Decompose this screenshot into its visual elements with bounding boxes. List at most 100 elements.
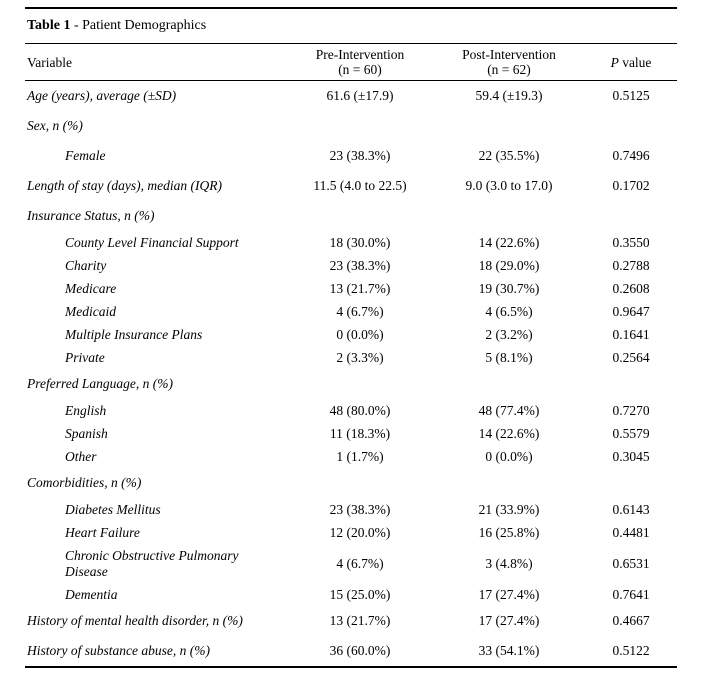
table-body: Age (years), average (±SD) 61.6 (±17.9) 59…: [25, 81, 677, 668]
variable-label: Chronic Obstructive Pulmonary Disease: [65, 547, 239, 579]
variable-label: English: [65, 402, 107, 418]
post-intervention-value: 19 (30.7%): [478, 280, 540, 296]
document-page: Table 1 - Patient Demographics Variable …: [25, 7, 678, 668]
pre-intervention-value: 4 (6.7%): [336, 303, 384, 319]
table-row: Dementia 15 (25.0%) 17 (27.4%) 0.7641: [25, 583, 677, 606]
table-row: Sex, n (%): [25, 111, 677, 141]
pre-intervention-value: 36 (60.0%): [329, 643, 391, 658]
p-value: 0.1702: [612, 178, 650, 193]
post-intervention-label: Post-Intervention: [462, 47, 556, 62]
table-row: County Level Financial Support 18 (30.0%)…: [25, 231, 677, 254]
column-header-p-value: P value: [585, 43, 678, 81]
table-caption: Table 1 - Patient Demographics: [25, 8, 678, 44]
variable-label: Diabetes Mellitus: [65, 501, 161, 517]
pre-intervention-value: 18 (30.0%): [329, 234, 391, 250]
p-value: 0.3550: [612, 234, 650, 250]
post-intervention-value: [433, 468, 585, 498]
table-row: Multiple Insurance Plans 0 (0.0%) 2 (3.2%)…: [25, 323, 677, 346]
variable-label: Medicaid: [65, 303, 116, 319]
variable-label: Heart Failure: [65, 524, 140, 540]
post-intervention-value: 14 (22.6%): [478, 425, 540, 441]
table-row: Chronic Obstructive Pulmonary Disease 4 (…: [25, 544, 677, 583]
table-row: Diabetes Mellitus 23 (38.3%) 21 (33.9%) 0.6…: [25, 498, 677, 521]
post-intervention-value: 4 (6.5%): [485, 303, 533, 319]
pre-intervention-value: 12 (20.0%): [329, 524, 391, 540]
pre-intervention-value: 13 (21.7%): [329, 613, 391, 628]
table-row: Length of stay (days), median (IQR) 11.5 …: [25, 171, 677, 201]
post-intervention-value: 2 (3.2%): [485, 326, 533, 342]
p-value: 0.4481: [612, 524, 650, 540]
variable-label: History of substance abuse, n (%): [27, 643, 210, 658]
table-row: History of substance abuse, n (%) 36 (60.…: [25, 636, 677, 667]
pre-intervention-value: 61.6 (±17.9): [326, 88, 394, 103]
variable-label: Length of stay (days), median (IQR): [27, 178, 222, 193]
variable-label: Private: [65, 349, 105, 365]
p-value: 0.5125: [612, 88, 650, 103]
pre-intervention-value: 11.5 (4.0 to 22.5): [313, 178, 407, 193]
post-intervention-value: 17 (27.4%): [478, 586, 540, 602]
table-row: Preferred Language, n (%): [25, 369, 677, 399]
p-value: [585, 111, 677, 141]
p-value: 0.6143: [612, 501, 650, 517]
p-value: 0.7496: [612, 148, 650, 163]
pre-intervention-value: [287, 468, 433, 498]
variable-label: Dementia: [65, 586, 118, 602]
p-value: 0.6531: [612, 555, 650, 571]
variable-label: History of mental health disorder, n (%): [27, 613, 243, 628]
p-value: 0.5122: [612, 643, 650, 658]
p-value: 0.2608: [612, 280, 650, 296]
pre-intervention-value: 11 (18.3%): [329, 425, 391, 441]
table-row: Medicare 13 (21.7%) 19 (30.7%) 0.2608: [25, 277, 677, 300]
p-value: 0.4667: [612, 613, 650, 628]
table-row: English 48 (80.0%) 48 (77.4%) 0.7270: [25, 399, 677, 422]
post-intervention-value: 48 (77.4%): [478, 402, 540, 418]
column-header-post-intervention: Post-Intervention (n = 62): [433, 43, 585, 81]
pre-intervention-value: 48 (80.0%): [329, 402, 391, 418]
post-intervention-value: 21 (33.9%): [478, 501, 540, 517]
table-header-row: Variable Pre-Intervention (n = 60) Post-…: [25, 43, 678, 81]
table-row: Female 23 (38.3%) 22 (35.5%) 0.7496: [25, 141, 677, 171]
table-title: - Patient Demographics: [70, 18, 207, 33]
pre-intervention-value: 1 (1.7%): [336, 448, 384, 464]
p-value-word: value: [618, 54, 652, 70]
variable-label: Comorbidities, n (%): [27, 475, 142, 490]
column-header-variable: Variable: [25, 43, 287, 81]
table-row: Spanish 11 (18.3%) 14 (22.6%) 0.5579: [25, 422, 677, 445]
pre-intervention-value: 15 (25.0%): [329, 586, 391, 602]
table-row: Insurance Status, n (%): [25, 201, 677, 231]
p-value: 0.1641: [612, 326, 650, 342]
pre-intervention-value: 4 (6.7%): [336, 555, 384, 571]
post-intervention-value: 18 (29.0%): [478, 257, 540, 273]
variable-label: Female: [65, 148, 106, 163]
p-value: 0.9647: [612, 303, 650, 319]
post-intervention-value: [433, 369, 585, 399]
p-value: 0.5579: [612, 425, 650, 441]
column-header-pre-intervention: Pre-Intervention (n = 60): [287, 43, 433, 81]
table-caption-row: Table 1 - Patient Demographics: [25, 8, 678, 44]
p-value: 0.3045: [612, 448, 650, 464]
pre-intervention-value: 13 (21.7%): [329, 280, 391, 296]
table-row: Heart Failure 12 (20.0%) 16 (25.8%) 0.4481: [25, 521, 677, 544]
table-row: Medicaid 4 (6.7%) 4 (6.5%) 0.9647: [25, 300, 677, 323]
pre-intervention-value: 23 (38.3%): [329, 148, 391, 163]
post-intervention-value: 17 (27.4%): [478, 613, 540, 628]
post-intervention-value: 5 (8.1%): [485, 349, 533, 365]
pre-intervention-value: [287, 369, 433, 399]
p-value: 0.2788: [612, 257, 650, 273]
pre-intervention-label: Pre-Intervention: [315, 47, 405, 62]
post-intervention-value: 9.0 (3.0 to 17.0): [465, 178, 553, 193]
post-intervention-value: 14 (22.6%): [478, 234, 540, 250]
table-row: Comorbidities, n (%): [25, 468, 677, 498]
post-intervention-value: 3 (4.8%): [485, 555, 533, 571]
p-symbol: P: [610, 54, 619, 70]
pre-intervention-value: 2 (3.3%): [336, 349, 384, 365]
p-value: 0.7641: [612, 586, 650, 602]
p-value: [585, 369, 677, 399]
post-intervention-value: 16 (25.8%): [478, 524, 540, 540]
variable-label: Insurance Status, n (%): [27, 208, 155, 223]
post-intervention-value: 33 (54.1%): [478, 643, 540, 658]
pre-intervention-n: (n = 60): [338, 62, 382, 77]
variable-label: Other: [65, 448, 97, 464]
post-intervention-value: 0 (0.0%): [485, 448, 533, 464]
post-intervention-value: 22 (35.5%): [478, 148, 540, 163]
